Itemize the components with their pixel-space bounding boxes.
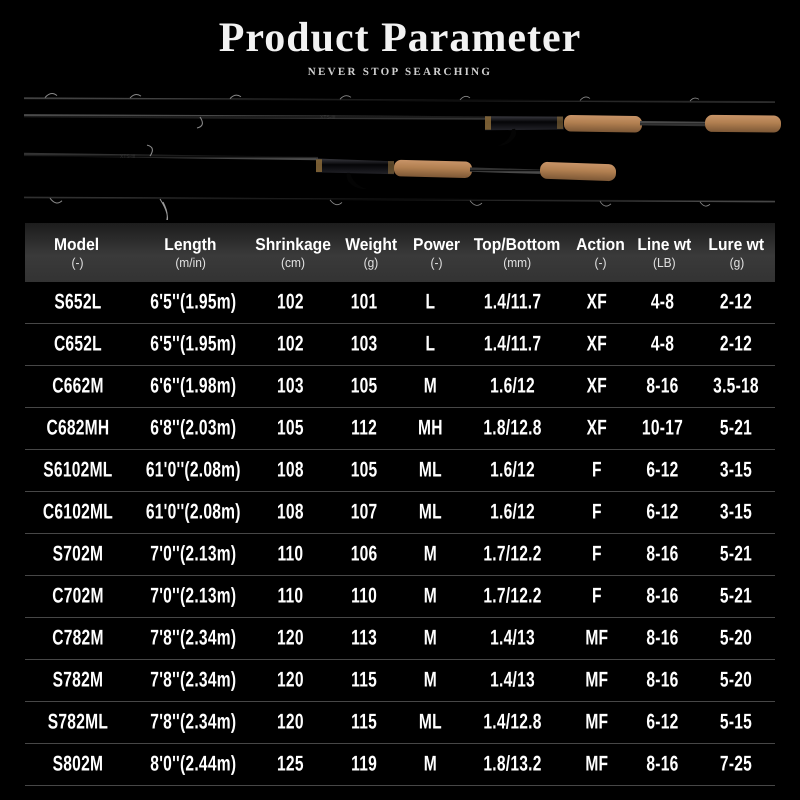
svg-text:XTS-III: XTS-III: [120, 154, 136, 160]
svg-text:XTS-III: XTS-III: [320, 115, 336, 121]
